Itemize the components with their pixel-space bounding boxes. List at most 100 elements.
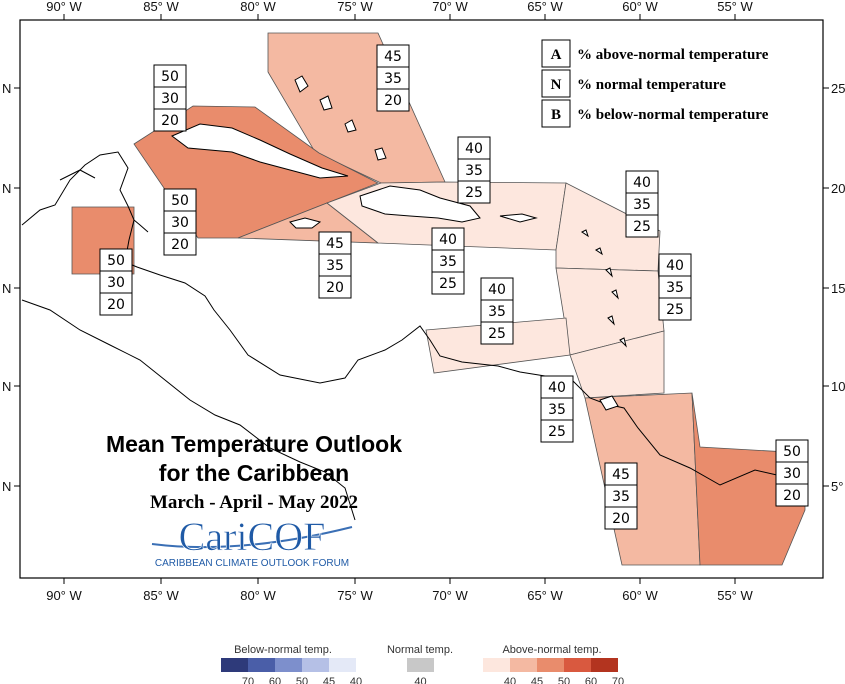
- colorbar-below-tick: 50: [296, 676, 308, 684]
- legend-key-box: [541, 39, 571, 68]
- forecast-cell: [604, 506, 638, 530]
- forecast-value-n: 35: [612, 489, 630, 505]
- lon-label: 80° W: [240, 0, 276, 14]
- forecast-value-n: 30: [783, 466, 801, 482]
- colorbar-above-tick: 70: [612, 676, 624, 684]
- forecast-box-hispaniola-north: 40 35 25: [457, 136, 491, 204]
- coastlines: [21, 151, 801, 521]
- forecast-value-b: 20: [326, 280, 344, 296]
- trinidad-island: [599, 395, 619, 411]
- forecast-value-n: 30: [161, 91, 179, 107]
- lon-label: 75° W: [337, 588, 373, 603]
- forecast-value-b: 25: [633, 219, 651, 235]
- forecast-value-b: 25: [465, 185, 483, 201]
- lat-labels: N N N N N 25 20 15 10 5°: [2, 81, 845, 494]
- lon-label: 60° W: [622, 0, 658, 14]
- lat-label: N: [2, 479, 11, 494]
- forecast-box-hispaniola-south: 40 35 25: [431, 227, 465, 295]
- islands: [171, 75, 627, 411]
- forecast-value-b: 25: [666, 302, 684, 318]
- forecast-value-n: 35: [633, 197, 651, 213]
- forecast-box-windwards: 40 35 25: [658, 253, 692, 321]
- lon-label: 55° W: [717, 0, 753, 14]
- forecast-value-n: 35: [384, 71, 402, 87]
- colorbar-below-tick: 45: [323, 676, 335, 684]
- colorbar-below-swatch: [248, 658, 275, 672]
- forecast-value-n: 35: [465, 163, 483, 179]
- forecast-cell: [99, 292, 133, 316]
- lat-label: 25: [831, 81, 845, 96]
- cuba-island: [171, 123, 349, 179]
- lat-label: N: [2, 81, 11, 96]
- colorbar-normal-title: Normal temp.: [387, 644, 453, 656]
- map-title: Mean Temperature Outlook for the Caribbe…: [106, 431, 402, 513]
- top-lon-labels: 90° W 85° W 80° W 75° W 70° W 65° W 60° …: [46, 0, 753, 14]
- lon-label: 80° W: [240, 588, 276, 603]
- lon-label: 85° W: [143, 0, 179, 14]
- lon-label: 60° W: [622, 588, 658, 603]
- forecast-value-a: 45: [384, 49, 402, 65]
- colorbar-below-tick: 70: [242, 676, 254, 684]
- lon-label: 65° W: [527, 0, 563, 14]
- colorbar-normal-swatch: [407, 658, 434, 672]
- forecast-cell: [658, 297, 692, 321]
- forecast-value-n: 35: [326, 258, 344, 274]
- colorbar-above-title: Above-normal temp.: [502, 644, 601, 656]
- lon-label: 65° W: [527, 588, 563, 603]
- bottom-lon-labels: 90° W 85° W 80° W 75° W 70° W 65° W 60° …: [46, 588, 753, 603]
- jamaica-island: [289, 217, 322, 229]
- colorbar-above-swatch: [483, 658, 510, 672]
- colorbar: Below-normal temp. Normal temp. Above-no…: [221, 644, 624, 684]
- forecast-value-n: 35: [439, 254, 457, 270]
- logo-swoosh: [151, 526, 353, 549]
- caricof-logo: CariCOF CARIBBEAN CLIMATE OUTLOOK FORUM: [151, 514, 353, 569]
- forecast-box-suriname: 50 30 20: [775, 439, 809, 507]
- forecast-value-b: 20: [783, 488, 801, 504]
- forecast-cell: [153, 108, 187, 132]
- puerto-rico-island: [499, 213, 538, 223]
- forecast-box-bahamas: 45 35 20: [376, 44, 410, 112]
- bahamas-islands: [294, 75, 387, 161]
- lon-label: 75° W: [337, 0, 373, 14]
- colorbar-below-swatch: [275, 658, 302, 672]
- forecast-value-a: 40: [439, 232, 457, 248]
- lon-label: 90° W: [46, 588, 82, 603]
- lon-label: 85° W: [143, 588, 179, 603]
- lon-label: 70° W: [432, 0, 468, 14]
- lon-label: 70° W: [432, 588, 468, 603]
- colorbar-above-swatch: [591, 658, 618, 672]
- forecast-value-a: 50: [161, 69, 179, 85]
- colorbar-above-tick: 50: [558, 676, 570, 684]
- forecast-value-a: 50: [171, 193, 189, 209]
- lat-label: 10: [831, 379, 845, 394]
- forecast-value-b: 25: [488, 326, 506, 342]
- forecast-cell: [431, 271, 465, 295]
- legend-key-box: [541, 99, 571, 128]
- forecast-value-a: 40: [465, 141, 483, 157]
- lat-label: 15: [831, 281, 845, 296]
- forecast-period: March - April - May 2022: [150, 492, 358, 513]
- lon-label: 55° W: [717, 588, 753, 603]
- forecast-cell: [457, 180, 491, 204]
- forecast-value-a: 50: [107, 253, 125, 269]
- colorbar-above-swatch: [510, 658, 537, 672]
- legend-text-normal: % normal temperature: [577, 77, 726, 93]
- forecast-box-cayman: 50 30 20: [163, 188, 197, 256]
- forecast-value-b: 20: [107, 297, 125, 313]
- lesser-antilles-islands: [581, 229, 627, 348]
- legend-key-below: B: [551, 107, 561, 123]
- title-line-1: Mean Temperature Outlook: [106, 431, 402, 457]
- colorbar-normal-tick: 40: [414, 676, 426, 684]
- forecast-box-leewards: 40 35 25: [625, 170, 659, 238]
- colorbar-below-swatch: [329, 658, 356, 672]
- forecast-cell: [318, 275, 352, 299]
- forecast-cell: [480, 321, 514, 345]
- forecast-box-abc-islands: 40 35 25: [480, 277, 514, 345]
- colorbar-above-swatch: [564, 658, 591, 672]
- forecast-value-a: 50: [783, 444, 801, 460]
- forecast-value-n: 35: [548, 402, 566, 418]
- colorbar-below-tick: 60: [269, 676, 281, 684]
- forecast-value-n: 35: [488, 304, 506, 320]
- forecast-value-a: 40: [548, 380, 566, 396]
- forecast-value-b: 25: [548, 424, 566, 440]
